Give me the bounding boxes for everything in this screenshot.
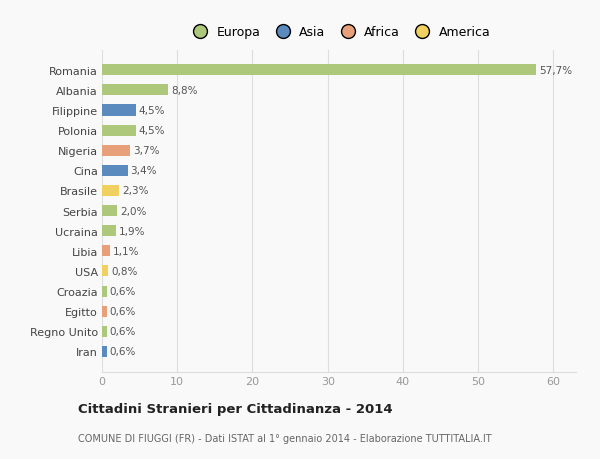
Text: 8,8%: 8,8% [171,86,198,95]
Text: 0,8%: 0,8% [111,266,137,276]
Text: Cittadini Stranieri per Cittadinanza - 2014: Cittadini Stranieri per Cittadinanza - 2… [78,403,392,415]
Text: 4,5%: 4,5% [139,106,166,116]
Text: COMUNE DI FIUGGI (FR) - Dati ISTAT al 1° gennaio 2014 - Elaborazione TUTTITALIA.: COMUNE DI FIUGGI (FR) - Dati ISTAT al 1°… [78,433,491,443]
Bar [102,266,108,277]
Text: 3,7%: 3,7% [133,146,160,156]
Bar [102,125,136,136]
Bar [102,206,117,217]
Legend: Europa, Asia, Africa, America: Europa, Asia, Africa, America [182,22,496,45]
Text: 0,6%: 0,6% [110,286,136,297]
Text: 0,6%: 0,6% [110,327,136,336]
Bar [102,85,168,96]
Text: 1,1%: 1,1% [113,246,140,256]
Bar [102,286,107,297]
Bar [102,146,130,157]
Bar [102,65,536,76]
Text: 0,6%: 0,6% [110,307,136,317]
Bar [102,105,136,116]
Bar [102,185,119,196]
Bar [102,226,116,237]
Text: 1,9%: 1,9% [119,226,146,236]
Text: 4,5%: 4,5% [139,126,166,136]
Bar [102,165,128,177]
Text: 2,0%: 2,0% [120,206,146,216]
Text: 57,7%: 57,7% [539,66,572,76]
Bar [102,326,107,337]
Text: 3,4%: 3,4% [131,166,157,176]
Bar [102,306,107,317]
Bar [102,246,110,257]
Text: 2,3%: 2,3% [122,186,149,196]
Text: 0,6%: 0,6% [110,347,136,357]
Bar [102,346,107,357]
